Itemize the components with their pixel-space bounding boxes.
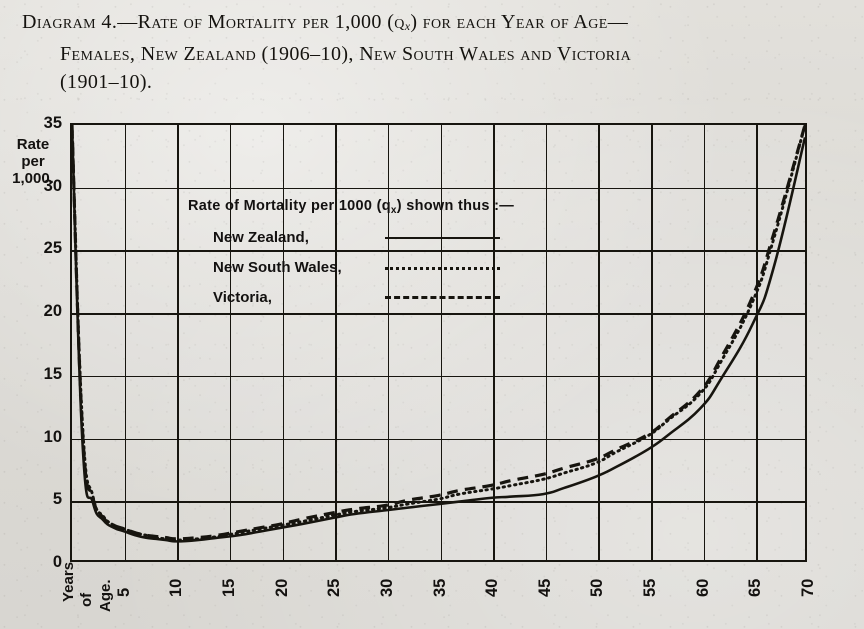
vertical-gridline <box>282 125 285 560</box>
x-axis-tick-label: 30 <box>377 578 396 597</box>
vertical-gridline <box>387 125 390 560</box>
y-axis-caption-line-2: per <box>21 153 45 170</box>
plot-area <box>69 123 807 562</box>
title-line-1-end: ) for each Year of Age— <box>410 11 629 33</box>
vertical-gridline <box>493 125 495 560</box>
legend-label-victoria: Victoria, <box>213 289 272 306</box>
vertical-gridline <box>335 125 337 560</box>
x-axis-caption-word: of <box>78 592 95 607</box>
legend-entry-victoria: Victoria, <box>188 289 528 306</box>
legend-entry-new-south-wales: New South Wales, <box>188 259 528 276</box>
title-diagram-number: Diagram 4.— <box>22 11 138 33</box>
title-line-2: Females, New Zealand (1906–10), New Sout… <box>60 43 632 65</box>
horizontal-gridline <box>72 438 805 441</box>
horizontal-gridline <box>72 501 805 503</box>
horizontal-gridline <box>72 375 805 378</box>
legend-swatch-solid <box>385 232 500 244</box>
chart-legend: Rate of Mortality per 1000 (qx) shown th… <box>188 198 528 306</box>
x-axis-tick-label: 25 <box>325 578 344 597</box>
x-axis-tick-label: 40 <box>483 578 502 597</box>
y-axis-caption-line-3: 1,000. <box>12 170 54 187</box>
x-axis-tick-label: 50 <box>588 578 607 597</box>
y-axis-tick-label: 15 <box>43 364 62 383</box>
x-axis-caption-word: Age. <box>97 579 114 612</box>
vertical-gridline <box>703 125 706 560</box>
title-line-1: Diagram 4.—Rate of Mortality per 1,000 (… <box>22 8 848 40</box>
vertical-gridline <box>440 125 442 560</box>
legend-label-new-south-wales: New South Wales, <box>213 259 342 276</box>
horizontal-gridline <box>72 313 805 315</box>
legend-label-new-zealand: New Zealand, <box>213 229 309 246</box>
x-axis-tick-label: 70 <box>799 578 817 597</box>
x-axis-tick-label: 5 <box>114 587 133 597</box>
y-axis-tick-label: 30 <box>43 176 62 195</box>
legend-swatch-dotted <box>385 262 500 274</box>
legend-entry-new-zealand: New Zealand, <box>188 229 528 246</box>
title-subscript-x: x <box>404 19 411 33</box>
horizontal-gridline <box>72 250 805 252</box>
vertical-gridline <box>229 125 232 560</box>
x-axis-tick-label: 20 <box>272 578 291 597</box>
x-axis-tick-label: 55 <box>641 578 660 597</box>
figure-title: Diagram 4.—Rate of Mortality per 1,000 (… <box>22 8 848 96</box>
x-axis-tick-label: 60 <box>693 578 712 597</box>
vertical-gridline <box>177 125 179 560</box>
series-line-victoria <box>69 124 807 540</box>
y-axis-tick-label: 25 <box>43 239 62 258</box>
x-axis-tick-label: 45 <box>535 578 554 597</box>
legend-swatch-dashed <box>385 292 500 304</box>
vertical-gridline <box>651 125 653 560</box>
y-axis-tick-label: 5 <box>52 490 62 509</box>
y-axis-tick-label: 35 <box>43 114 62 132</box>
series-line-new-south-wales <box>70 123 806 542</box>
x-axis-tick-label: 10 <box>167 578 186 597</box>
y-axis-caption: Rate per 1,000. <box>2 136 64 187</box>
title-line-3: (1901–10). <box>60 71 153 93</box>
legend-heading-end: ) shown thus :— <box>396 198 515 214</box>
vertical-gridline <box>756 125 758 560</box>
legend-heading: Rate of Mortality per 1000 (qx) shown th… <box>188 198 528 216</box>
legend-heading-text: Rate of Mortality per 1000 (q <box>188 198 391 214</box>
legend-heading-subscript: x <box>390 205 397 216</box>
title-line-1-main: Rate of Mortality per 1,000 (q <box>137 11 405 33</box>
x-axis-caption-word: Years <box>60 561 77 602</box>
horizontal-gridline <box>72 187 805 190</box>
vertical-gridline <box>598 125 600 560</box>
series-lines <box>69 123 807 543</box>
y-axis-tick-label: 10 <box>43 427 62 446</box>
y-axis-tick-label: 20 <box>43 302 62 321</box>
series-line-new-zealand <box>70 124 806 543</box>
x-axis-tick-label: 15 <box>219 578 238 597</box>
x-axis-tick-label: 65 <box>746 578 765 597</box>
y-axis-caption-line-1: Rate <box>16 136 50 153</box>
x-axis-tick-label: 35 <box>430 578 449 597</box>
y-axis-tick-label: 0 <box>52 553 62 571</box>
vertical-gridline <box>124 125 127 560</box>
vertical-gridline <box>545 125 548 560</box>
